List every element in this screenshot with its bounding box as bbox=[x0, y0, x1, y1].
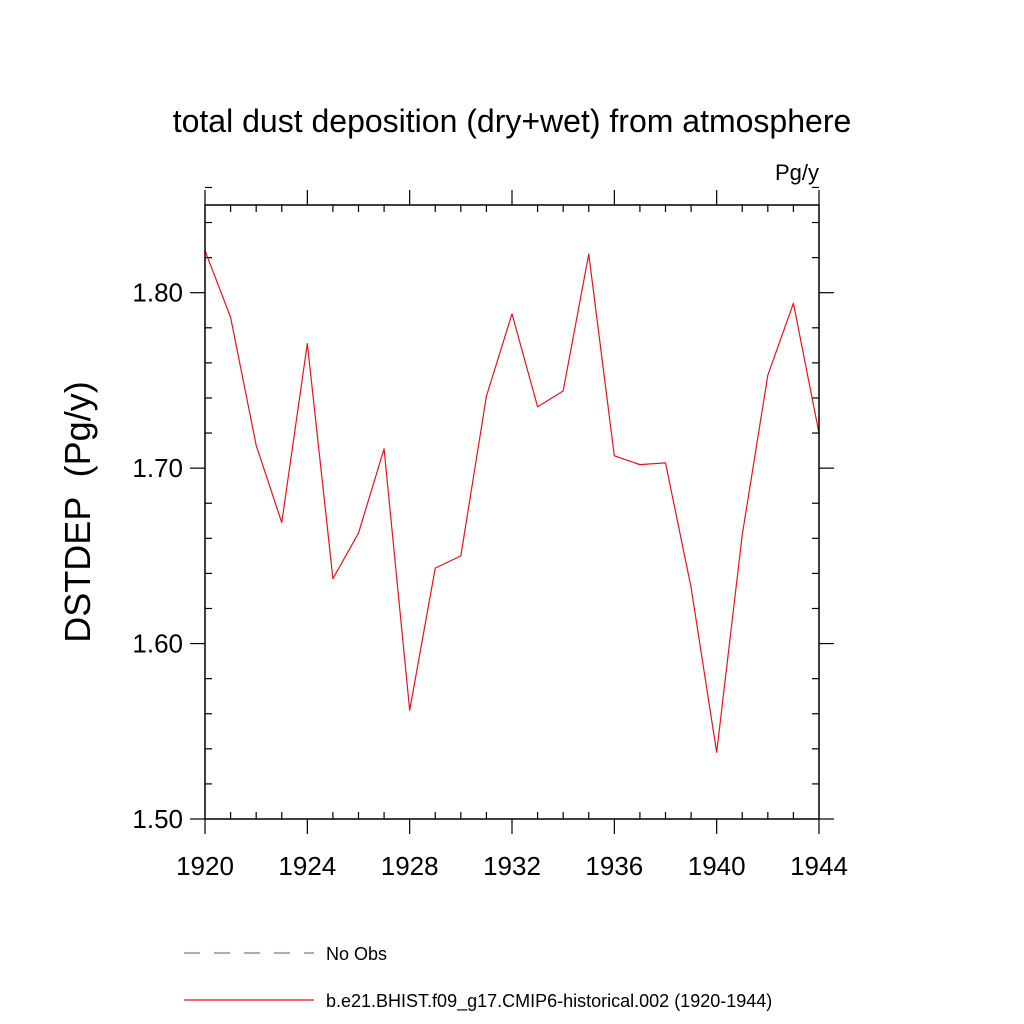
x-tick-label: 1920 bbox=[176, 851, 234, 881]
legend-label-no-obs: No Obs bbox=[326, 944, 387, 964]
units-label: Pg/y bbox=[775, 160, 819, 185]
series-lines bbox=[204, 250, 820, 753]
y-axis-label: DSTDEP (Pg/y) bbox=[57, 381, 98, 642]
x-tick-label: 1940 bbox=[688, 851, 746, 881]
y-tick-label: 1.70 bbox=[132, 453, 183, 483]
x-tick-label: 1936 bbox=[585, 851, 643, 881]
plot-frame bbox=[204, 204, 820, 820]
legend-label-historical: b.e21.BHIST.f09_g17.CMIP6-historical.002… bbox=[326, 991, 772, 1012]
axis-ticks bbox=[190, 186, 834, 834]
x-tick-label: 1924 bbox=[278, 851, 336, 881]
x-tick-label: 1944 bbox=[790, 851, 848, 881]
x-tick-label: 1932 bbox=[483, 851, 541, 881]
y-tick-label: 1.80 bbox=[132, 278, 183, 308]
y-tick-labels: 1.50 1.60 1.70 1.80 bbox=[132, 278, 183, 834]
y-tick-label: 1.50 bbox=[132, 804, 183, 834]
series-line bbox=[204, 250, 820, 753]
x-tick-label: 1928 bbox=[381, 851, 439, 881]
x-tick-labels: 1920 1924 1928 1932 1936 1940 1944 bbox=[176, 851, 848, 881]
legend: No Obs b.e21.BHIST.f09_g17.CMIP6-histori… bbox=[184, 944, 772, 1012]
chart-title: total dust deposition (dry+wet) from atm… bbox=[173, 103, 852, 139]
y-tick-label: 1.60 bbox=[132, 629, 183, 659]
